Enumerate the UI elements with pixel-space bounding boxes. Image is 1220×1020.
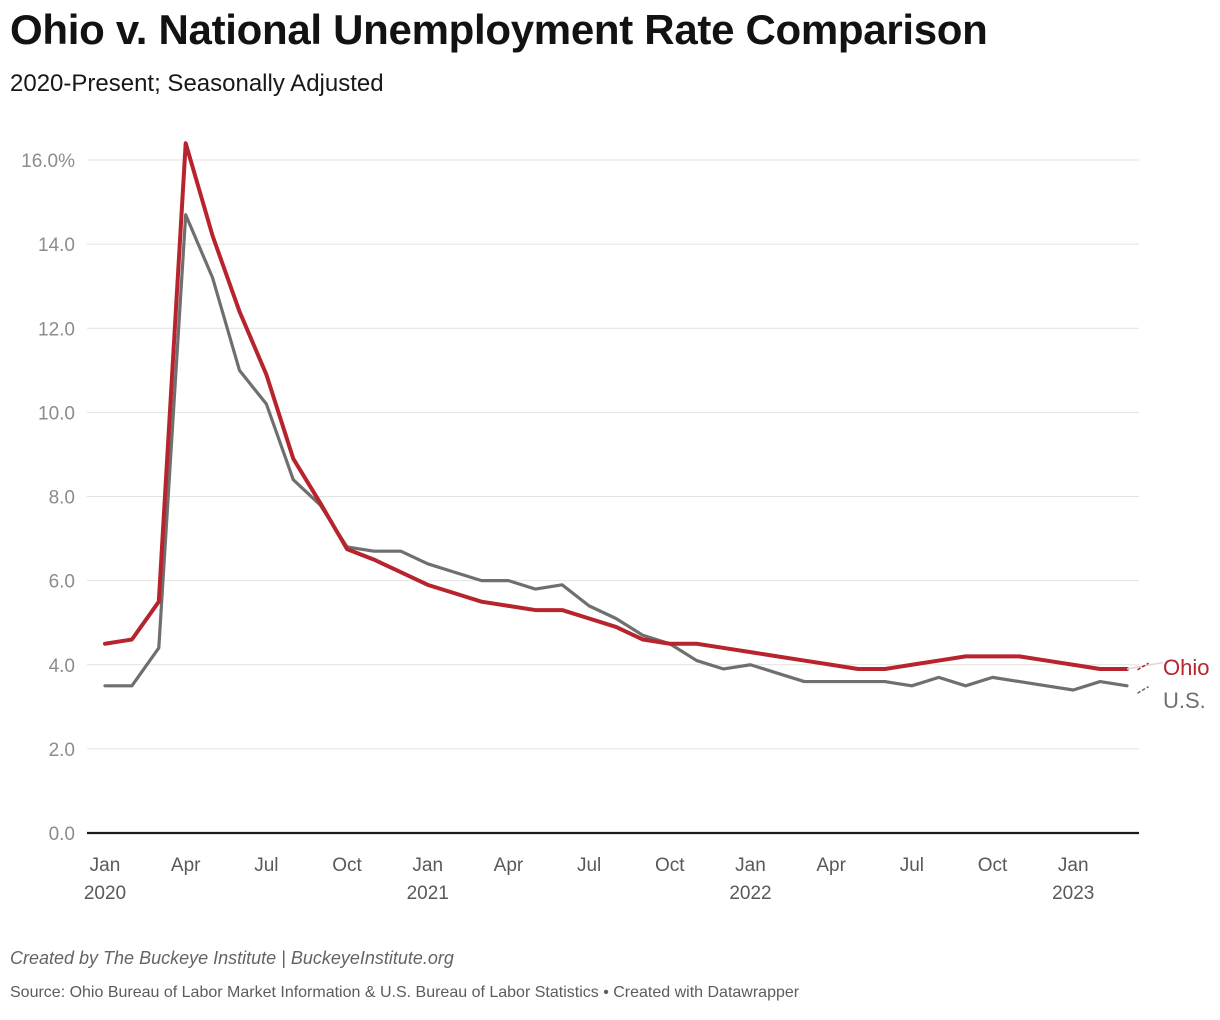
svg-text:Apr: Apr [494,855,524,876]
svg-text:2021: 2021 [407,883,449,904]
svg-text:Oct: Oct [978,855,1008,876]
svg-text:Oct: Oct [655,855,685,876]
svg-text:14.0: 14.0 [38,235,75,256]
svg-text:Jan: Jan [1058,855,1089,876]
svg-text:Jul: Jul [900,855,924,876]
svg-text:8.0: 8.0 [49,488,75,509]
svg-text:Apr: Apr [171,855,201,876]
svg-text:2.0: 2.0 [49,740,75,761]
svg-text:Apr: Apr [816,855,846,876]
svg-text:Oct: Oct [332,855,362,876]
svg-text:2023: 2023 [1052,883,1094,904]
svg-text:2022: 2022 [729,883,771,904]
svg-text:Ohio: Ohio [1163,655,1209,680]
svg-text:0.0: 0.0 [49,824,75,845]
svg-text:4.0: 4.0 [49,656,75,677]
svg-text:Jul: Jul [577,855,601,876]
svg-text:10.0: 10.0 [38,403,75,424]
svg-text:2020: 2020 [84,883,126,904]
svg-text:6.0: 6.0 [49,572,75,593]
svg-text:Jan: Jan [90,855,121,876]
svg-text:Jan: Jan [412,855,443,876]
svg-text:Jul: Jul [254,855,278,876]
svg-text:12.0: 12.0 [38,319,75,340]
svg-text:16.0%: 16.0% [21,151,75,172]
svg-text:Jan: Jan [735,855,766,876]
svg-text:U.S.: U.S. [1163,688,1206,713]
